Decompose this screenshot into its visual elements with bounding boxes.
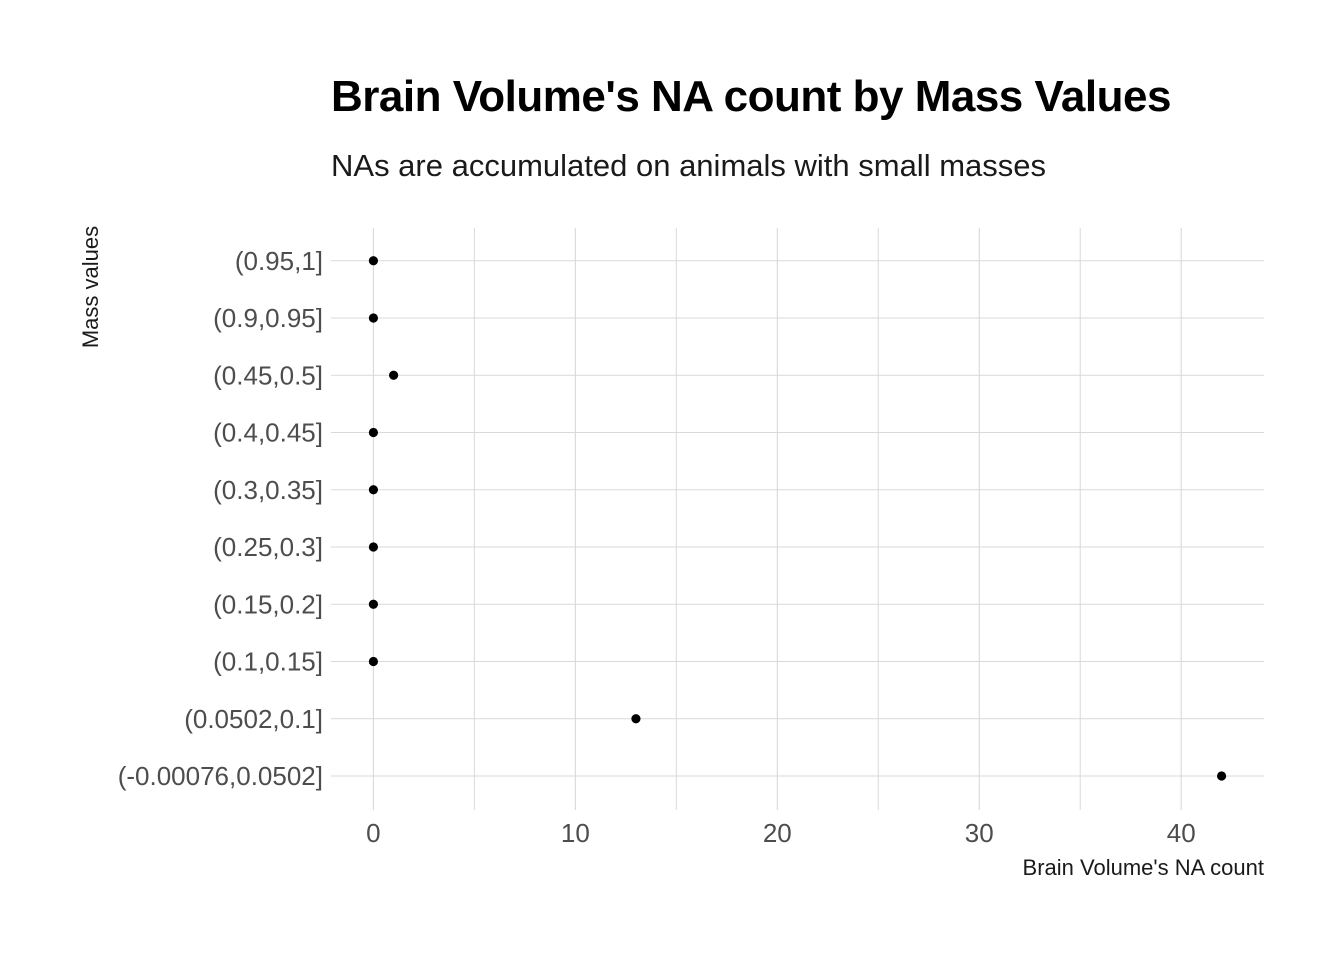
y-tick-label: (0.25,0.3] bbox=[213, 532, 323, 562]
x-tick-label: 10 bbox=[561, 818, 590, 848]
x-tick-label: 0 bbox=[366, 818, 380, 848]
data-point bbox=[1216, 771, 1227, 781]
y-tick-label: (-0.00076,0.0502] bbox=[118, 761, 323, 791]
y-tick-label: (0.3,0.35] bbox=[213, 475, 323, 505]
y-tick-label: (0.0502,0.1] bbox=[184, 704, 323, 734]
data-point bbox=[389, 370, 399, 380]
y-tick-labels: (-0.00076,0.0502] (0.0502,0.1] (0.1,0.15] (… bbox=[118, 246, 323, 791]
y-tick-label: (0.15,0.2] bbox=[213, 589, 323, 619]
x-tick-label: 40 bbox=[1167, 818, 1196, 848]
chart-title: Brain Volume's NA count by Mass Values bbox=[331, 72, 1171, 121]
y-tick-label: (0.95,1] bbox=[235, 246, 323, 276]
data-point bbox=[368, 313, 379, 323]
y-tick-label: (0.1,0.15] bbox=[213, 647, 323, 677]
data-point bbox=[368, 599, 379, 609]
chart-subtitle: NAs are accumulated on animals with smal… bbox=[331, 148, 1046, 183]
grid-layer bbox=[331, 228, 1264, 810]
y-tick-label: (0.9,0.95] bbox=[213, 303, 323, 333]
data-point bbox=[631, 714, 641, 724]
points-layer bbox=[368, 256, 1227, 781]
data-point bbox=[368, 485, 379, 495]
x-tick-label: 20 bbox=[763, 818, 792, 848]
y-axis-label: Mass values bbox=[78, 226, 103, 348]
y-tick-label: (0.4,0.45] bbox=[213, 418, 323, 448]
data-point bbox=[368, 427, 379, 438]
x-tick-label: 30 bbox=[965, 818, 994, 848]
x-tick-labels: 0 10 20 30 40 bbox=[366, 818, 1195, 848]
data-point bbox=[368, 656, 379, 667]
x-axis-label: Brain Volume's NA count bbox=[1023, 855, 1264, 880]
y-tick-label: (0.45,0.5] bbox=[213, 360, 323, 390]
data-point bbox=[368, 542, 379, 552]
data-point bbox=[368, 256, 379, 266]
